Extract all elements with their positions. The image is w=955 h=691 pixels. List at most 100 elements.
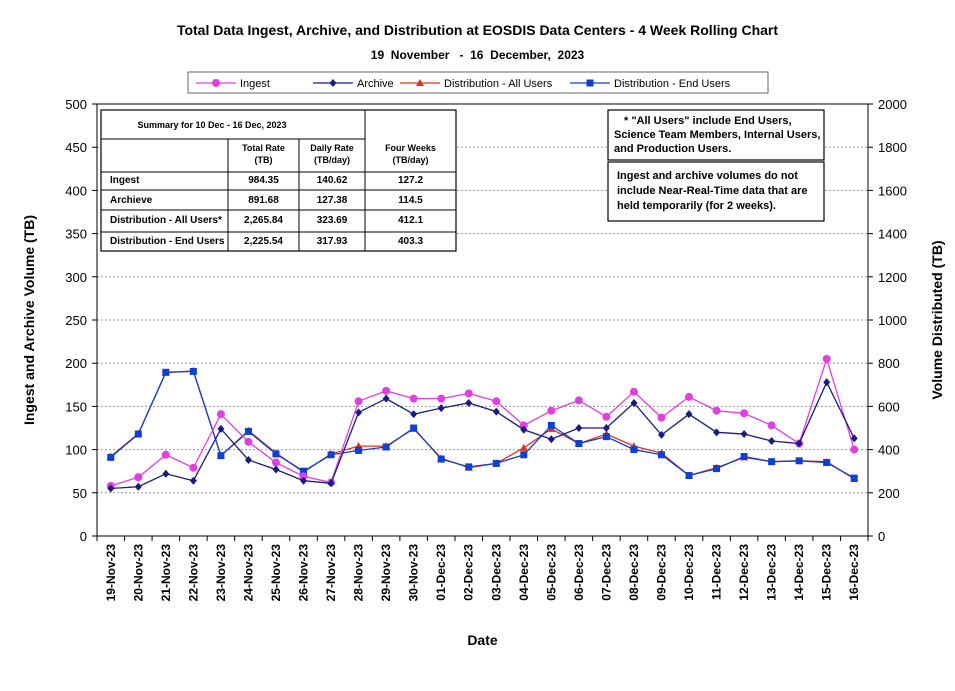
data-point	[602, 433, 610, 441]
data-point	[685, 392, 694, 401]
summary-column-header: (TB/day)	[314, 155, 350, 165]
summary-table-border	[100, 109, 457, 252]
summary-cell: 127.38	[317, 195, 348, 206]
x-tick-label: 23-Nov-23	[214, 544, 228, 602]
note-2-line: Ingest and archive volumes do not	[617, 170, 798, 182]
note-1-line: * "All Users" include End Users,	[624, 115, 792, 127]
x-tick-label: 07-Dec-23	[599, 544, 613, 601]
legend-item: Distribution - All Users	[400, 78, 553, 90]
y-right-axis-label: Volume Distributed (TB)	[929, 240, 945, 399]
x-tick-label: 22-Nov-23	[186, 544, 200, 602]
summary-cell: 127.2	[398, 175, 423, 186]
note-2-line: held temporarily (for 2 weeks).	[617, 200, 776, 212]
x-tick-label: 15-Dec-23	[820, 544, 834, 601]
series-line	[110, 370, 855, 480]
data-point	[437, 394, 446, 403]
data-point	[492, 407, 500, 416]
data-point	[768, 436, 776, 445]
series-line	[110, 370, 855, 479]
summary-column-header: Total Rate	[242, 143, 285, 153]
data-point	[189, 476, 197, 485]
data-point	[437, 455, 445, 463]
data-point	[740, 409, 749, 418]
note-1-line: and Production Users.	[614, 143, 731, 155]
data-point	[740, 430, 748, 439]
y-right-tick-label: 1800	[878, 140, 907, 155]
x-tick-label: 08-Dec-23	[627, 544, 641, 601]
x-tick-label: 05-Dec-23	[544, 544, 558, 601]
data-point	[520, 425, 528, 434]
data-point	[685, 472, 693, 480]
data-point	[465, 398, 473, 407]
y-left-tick-label: 50	[73, 486, 87, 501]
summary-cell: 323.69	[317, 215, 348, 226]
summary-title: Summary for 10 Dec - 16 Dec, 2023	[137, 120, 286, 130]
data-point	[162, 368, 170, 376]
summary-column-header: (TB/day)	[393, 155, 429, 165]
data-point	[713, 465, 721, 473]
y-left-tick-label: 200	[65, 356, 87, 371]
y-left-axis-label: Ingest and Archive Volume (TB)	[21, 215, 37, 425]
data-point	[134, 473, 143, 482]
legend-marker	[586, 79, 594, 87]
legend: Ingest Archive Distribution - All Users Dis…	[187, 71, 769, 94]
x-tick-label: 20-Nov-23	[131, 544, 145, 602]
data-point	[822, 354, 831, 363]
data-point	[630, 398, 638, 407]
chart-title: Total Data Ingest, Archive, and Distribu…	[176, 22, 779, 38]
data-point	[712, 406, 721, 415]
y-right-tick-label: 1400	[878, 227, 907, 242]
data-point	[161, 450, 170, 459]
data-point	[767, 421, 776, 430]
y-left-tick-label: 250	[65, 313, 87, 328]
data-point	[409, 394, 418, 403]
data-point	[602, 412, 611, 421]
x-tick-label: 21-Nov-23	[159, 544, 173, 602]
x-tick-label: 30-Nov-23	[407, 544, 421, 602]
data-point	[575, 424, 583, 432]
x-tick-label: 25-Nov-23	[269, 544, 283, 602]
y-right-tick-label: 1200	[878, 270, 907, 285]
data-point	[134, 482, 142, 491]
legend-item: Archive	[313, 78, 394, 90]
data-point	[657, 413, 666, 422]
y-right-tick-label: 1000	[878, 313, 907, 328]
x-tick-label: 10-Dec-23	[682, 544, 696, 601]
summary-cell: 2,225.54	[244, 236, 283, 247]
data-point	[630, 446, 638, 454]
legend-label: Archive	[357, 78, 394, 90]
chart-subtitle: 19 November - 16 December, 2023	[370, 48, 585, 62]
data-point	[850, 474, 858, 482]
x-tick-label: 01-Dec-23	[434, 544, 448, 601]
x-tick-label: 16-Dec-23	[847, 544, 861, 601]
data-point	[300, 467, 308, 475]
data-point	[355, 408, 363, 417]
data-point	[547, 421, 555, 429]
x-tick-label: 13-Dec-23	[765, 544, 779, 601]
data-point	[575, 440, 583, 448]
data-point	[217, 424, 225, 433]
y-right-tick-label: 400	[878, 443, 900, 458]
x-tick-label: 19-Nov-23	[104, 544, 118, 602]
summary-cell: 412.1	[398, 215, 423, 226]
x-tick-label: 12-Dec-23	[737, 544, 751, 601]
y-left-tick-label: 100	[65, 443, 87, 458]
series-line	[110, 380, 855, 490]
data-point	[272, 465, 280, 474]
data-point	[327, 451, 335, 459]
legend-box	[187, 71, 769, 94]
data-point	[850, 445, 859, 454]
data-point	[162, 469, 170, 478]
data-point	[520, 451, 528, 459]
data-point	[519, 443, 528, 451]
data-point	[382, 386, 391, 395]
summary-row-label: Distribution - End Users	[110, 236, 225, 247]
data-point	[271, 458, 280, 467]
summary-column-header: (TB)	[255, 155, 273, 165]
data-point	[189, 367, 197, 375]
x-tick-label: 11-Dec-23	[710, 544, 724, 600]
y-right-tick-label: 1600	[878, 183, 907, 198]
data-point	[713, 428, 721, 437]
summary-column-header: Daily Rate	[310, 143, 354, 153]
x-tick-label: 06-Dec-23	[572, 544, 586, 601]
